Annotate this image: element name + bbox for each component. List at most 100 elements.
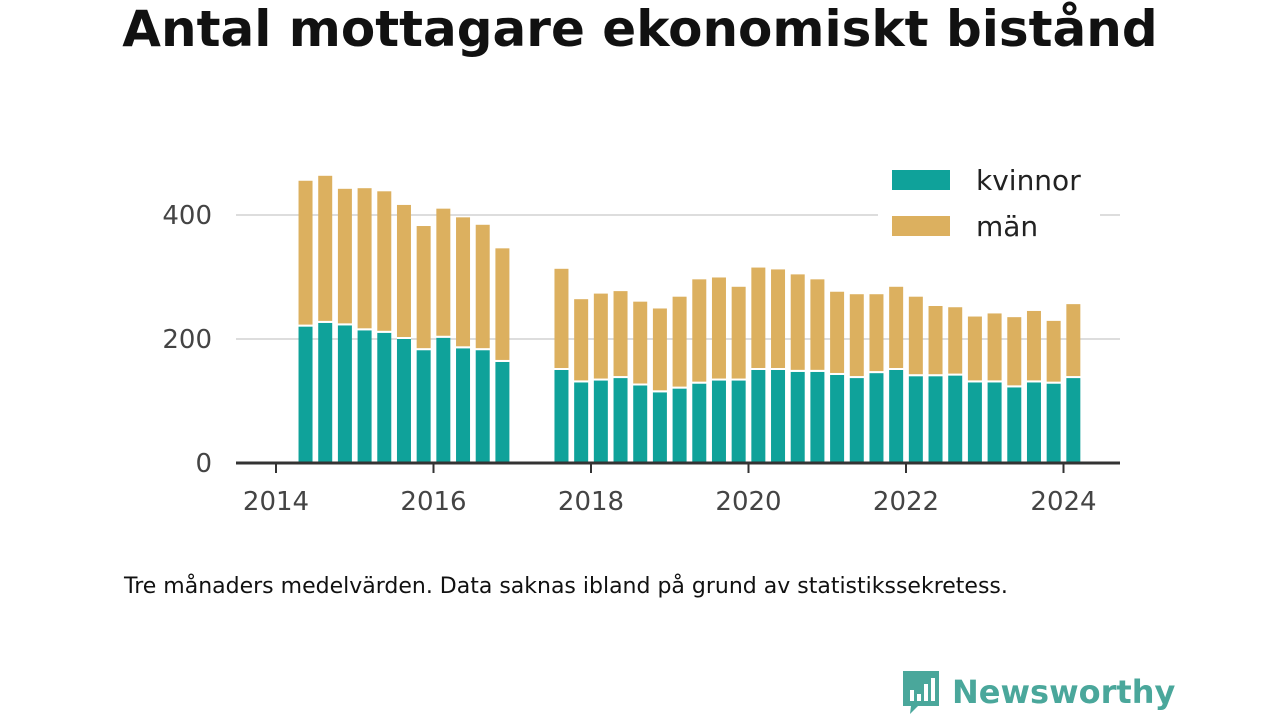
bar-man [869,294,883,371]
x-tick-label: 2018 [558,487,624,517]
bar-separator [889,368,903,370]
bar-separator [456,346,470,348]
bar-kvinnor [476,350,490,463]
bar-separator [614,376,628,378]
x-tick-label: 2020 [715,487,781,517]
y-tick-label: 400 [162,201,212,231]
bar-man [299,181,313,325]
bar-separator [771,368,785,370]
bar-chart-icon [900,668,942,716]
bar-kvinnor [614,378,628,463]
bar-kvinnor [732,381,746,463]
bar-man [712,277,726,378]
bar-separator [397,337,411,339]
bar-kvinnor [968,382,982,463]
bar-separator [299,325,313,327]
bar-kvinnor [358,330,372,463]
bar-kvinnor [869,373,883,463]
bar-separator [436,336,450,338]
bar-kvinnor [653,392,667,463]
bar-man [456,217,470,346]
bar-separator [417,348,431,350]
bar-man [417,226,431,348]
bar-separator [692,382,706,384]
legend-kvinnor-label: kvinnor [976,164,1081,197]
bar-kvinnor [850,378,864,463]
bar-kvinnor [338,325,352,463]
bar-man [554,269,568,368]
bar-man [810,279,824,370]
x-tick-label: 2014 [243,487,309,517]
bar-separator [909,374,923,376]
bar-man [751,268,765,368]
bar-separator [495,360,509,362]
legend: kvinnor män [878,160,1100,248]
bar-separator [318,321,332,323]
bar-man [633,302,647,384]
bar-kvinnor [791,372,805,463]
bar-separator [574,380,588,382]
bar-man [358,188,372,328]
bar-separator [1027,380,1041,382]
legend-kvinnor-swatch [892,170,950,190]
bar-kvinnor [1066,378,1080,463]
bar-man [988,313,1002,380]
bar-man [732,287,746,379]
x-tick-label: 2022 [873,487,939,517]
bar-kvinnor [692,384,706,463]
legend-man-label: män [976,210,1038,243]
bar-man [495,248,509,360]
y-tick-label: 200 [162,325,212,355]
bar-separator [1047,382,1061,384]
bar-man [889,287,903,368]
bar-kvinnor [830,375,844,463]
bar-separator [810,370,824,372]
bar-kvinnor [299,327,313,463]
bar-man [909,297,923,375]
bar-kvinnor [810,372,824,463]
bar-separator [653,390,667,392]
x-tick-label: 2016 [400,487,466,517]
brand-name: Newsworthy [952,673,1175,711]
newsworthy-logo: Newsworthy [900,668,1175,716]
bar-separator [968,380,982,382]
bar-separator [732,379,746,381]
bar-kvinnor [1027,382,1041,463]
bar-man [1066,304,1080,376]
bar-man [338,189,352,324]
bar-man [1027,311,1041,380]
bar-separator [712,379,726,381]
bar-kvinnor [909,376,923,463]
bar-man [830,292,844,373]
bar-man [673,297,687,387]
bar-man [1007,317,1021,385]
bar-kvinnor [554,370,568,463]
bar-kvinnor [574,382,588,463]
bar-separator [377,331,391,333]
bar-separator [554,368,568,370]
bar-man [436,209,450,336]
bar-kvinnor [377,333,391,463]
bar-man [948,307,962,373]
bar-separator [850,376,864,378]
bar-kvinnor [712,381,726,463]
bar-man [771,269,785,368]
bar-kvinnor [889,370,903,463]
bar-kvinnor [1047,384,1061,463]
bar-kvinnor [948,376,962,463]
bar-separator [358,328,372,330]
bar-kvinnor [594,381,608,463]
bar-man [574,299,588,380]
bar-man [377,191,391,330]
bar-man [476,225,490,348]
bar-separator [948,374,962,376]
bar-man [318,176,332,321]
bar-man [692,279,706,381]
bar-man [397,205,411,337]
bar-man [614,291,628,376]
bar-separator [869,371,883,373]
bar-separator [338,323,352,325]
stacked-bar-chart: 0 200 400 2014 2016 2018 2020 2022 2024 kvinnor m… [0,0,1280,560]
bar-man [791,274,805,369]
bar-separator [988,380,1002,382]
